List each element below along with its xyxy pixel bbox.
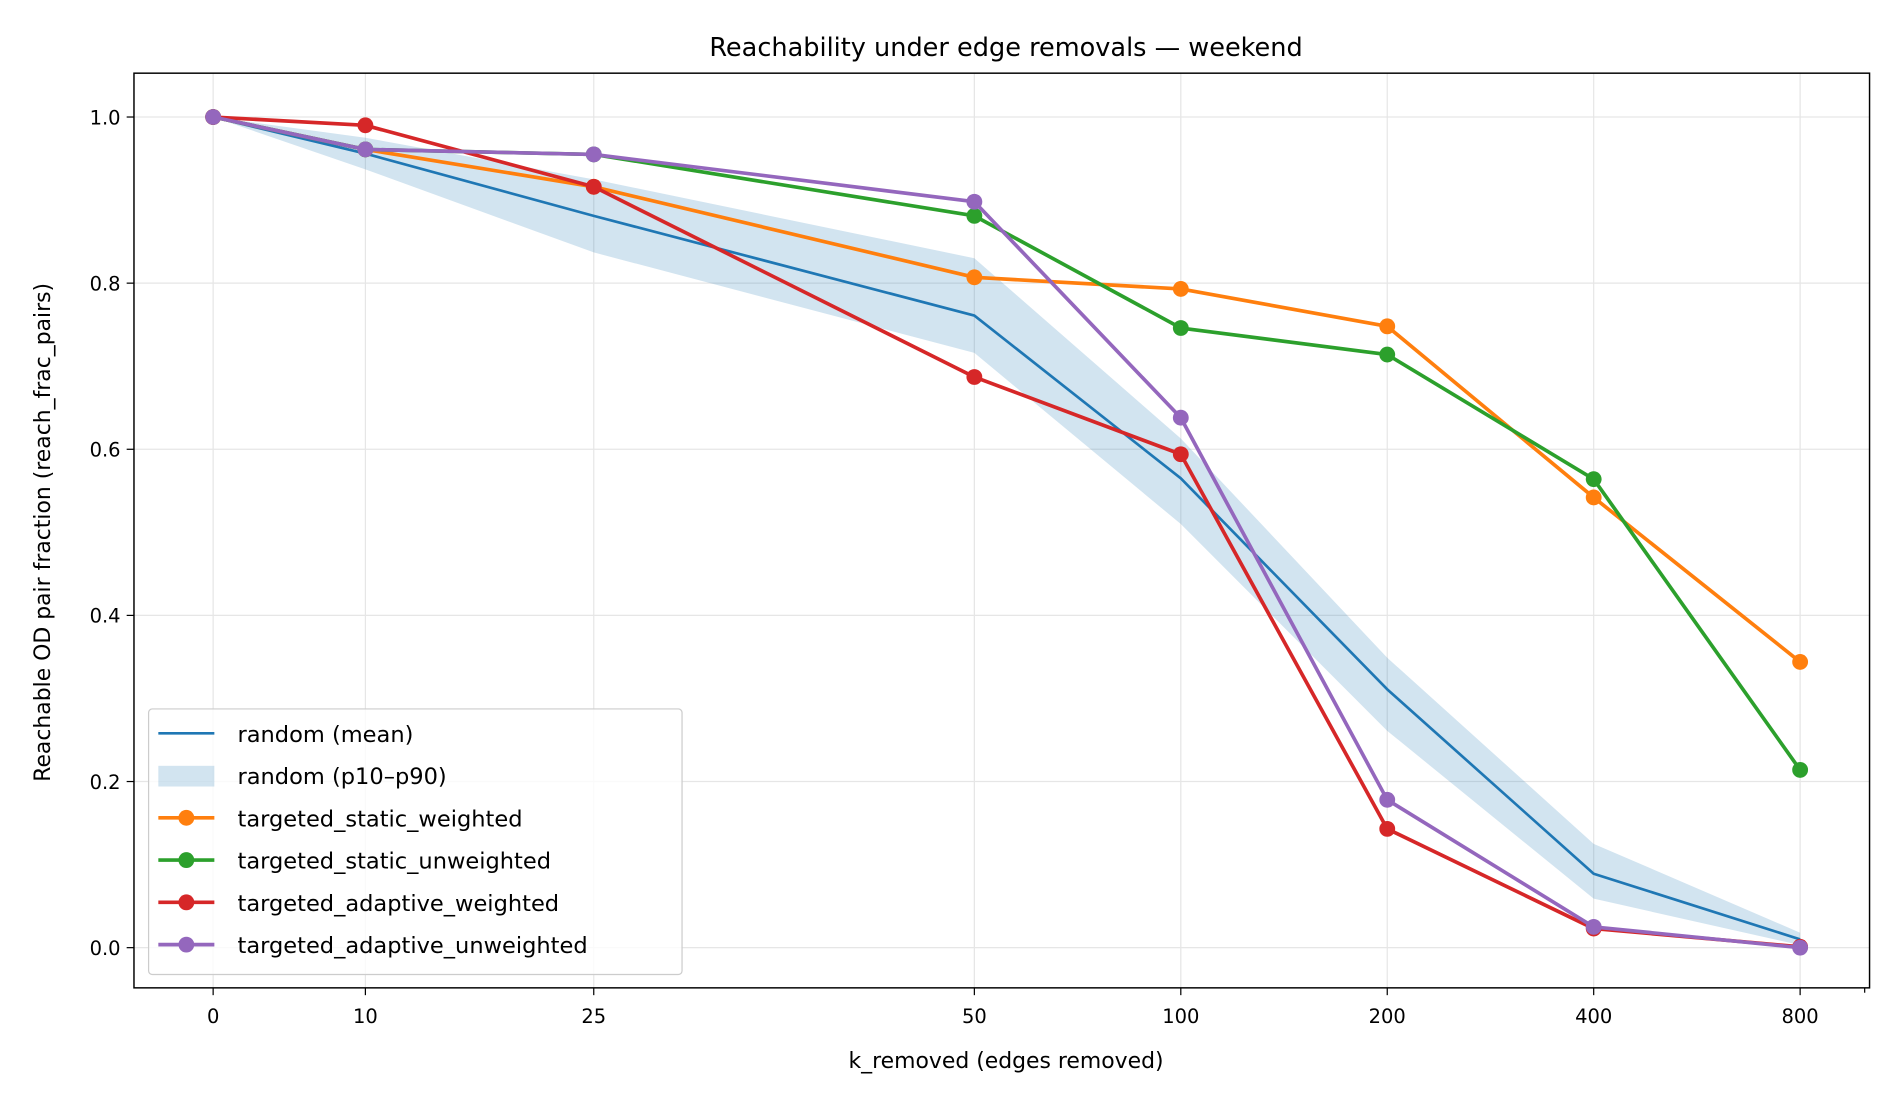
series-targeted-adaptive-unweighted-point	[1379, 791, 1396, 808]
series-targeted-adaptive-unweighted-point	[357, 141, 374, 158]
legend-frame	[147, 708, 683, 976]
y-tick-label: 0.0	[90, 937, 121, 960]
x-tick-label: 25	[581, 1005, 606, 1028]
x-tick-label: 100	[1162, 1005, 1199, 1028]
legend-label: random (p10–p90)	[238, 764, 447, 790]
x-tick-label: 10	[353, 1005, 378, 1028]
series-targeted-adaptive-unweighted-point	[966, 193, 983, 210]
legend-swatch-band	[158, 765, 215, 787]
y-tick-label: 1.0	[90, 106, 121, 129]
series-targeted-adaptive-weighted-point	[357, 117, 374, 134]
series-targeted-adaptive-unweighted-point	[585, 146, 602, 163]
plot-frame	[133, 72, 1871, 989]
x-axis-label: k_removed (edges removed)	[849, 1049, 1164, 1074]
series-targeted-static-weighted-point	[1172, 281, 1189, 297]
legend-swatch-marker	[178, 894, 195, 911]
series-targeted-adaptive-unweighted-line	[212, 115, 1801, 950]
y-axis: 0.0 0.2 0.4 0.6 0.8 1.0	[90, 106, 134, 960]
series-targeted-static-unweighted-line	[212, 115, 1802, 771]
series-targeted-adaptive-weighted-line	[213, 115, 1801, 949]
legend-label: targeted_static_weighted	[238, 806, 523, 832]
series-targeted-adaptive-unweighted-point	[205, 109, 222, 125]
grid	[133, 73, 1870, 988]
y-axis-label: Reachable OD pair fraction (reach_frac_p…	[31, 283, 56, 782]
series-targeted-static-unweighted-point	[1585, 471, 1602, 488]
x-tick-label: 50	[962, 1005, 987, 1028]
y-tick-label: 0.8	[90, 272, 121, 295]
y-tick-label: 0.2	[90, 771, 121, 794]
x-tick-label: 200	[1369, 1005, 1406, 1028]
y-tick-label: 0.4	[90, 605, 121, 628]
legend-swatch-marker	[178, 809, 195, 826]
series-targeted-static-unweighted-point	[1172, 320, 1189, 336]
chart-title: Reachability under edge removals — weeke…	[709, 33, 1302, 63]
series-targeted-adaptive-unweighted-point	[1172, 409, 1189, 426]
series-targeted-adaptive-weighted-point	[585, 178, 602, 195]
series-targeted-static-weighted-point	[1379, 318, 1396, 335]
legend: random (mean) random (p10–p90) targeted_st…	[147, 708, 683, 976]
band-p10-p90	[213, 117, 1801, 946]
series-targeted-static-unweighted-point	[1379, 346, 1396, 363]
x-tick-label: 800	[1782, 1005, 1819, 1028]
series-random-mean--line	[212, 115, 1801, 941]
series-targeted-adaptive-unweighted	[205, 109, 1809, 956]
series-targeted-static-weighted-point	[966, 269, 983, 286]
series-targeted-static-weighted-point	[1585, 489, 1602, 506]
series-targeted-adaptive-weighted-point	[1172, 446, 1189, 463]
legend-swatch-marker	[178, 936, 195, 953]
series-targeted-static-unweighted-point	[966, 207, 983, 224]
legend-label: targeted_static_unweighted	[238, 849, 552, 875]
series-random-mean-	[212, 115, 1801, 941]
series-layer	[205, 109, 1809, 956]
y-tick-label: 0.6	[90, 439, 121, 462]
legend-label: targeted_adaptive_weighted	[238, 891, 560, 917]
series-targeted-adaptive-weighted-point	[1379, 820, 1396, 837]
x-tick-label: 0	[207, 1005, 219, 1028]
series-targeted-adaptive-weighted-point	[966, 369, 983, 385]
series-targeted-static-unweighted	[205, 109, 1809, 778]
x-tick-label: 400	[1575, 1005, 1612, 1028]
series-targeted-static-weighted-point	[1792, 654, 1809, 670]
series-targeted-static-unweighted-point	[1792, 761, 1809, 778]
band-layer	[213, 117, 1801, 946]
x-axis: 0 10 25 50 100 200 400 800	[207, 987, 1866, 1028]
legend-label: random (mean)	[238, 722, 414, 748]
series-targeted-adaptive-unweighted-point	[1585, 918, 1602, 935]
legend-swatch-marker	[178, 852, 195, 869]
series-targeted-adaptive-unweighted-point	[1792, 939, 1809, 956]
series-targeted-static-weighted-line	[212, 115, 1802, 664]
legend-label: targeted_adaptive_unweighted	[238, 933, 588, 959]
